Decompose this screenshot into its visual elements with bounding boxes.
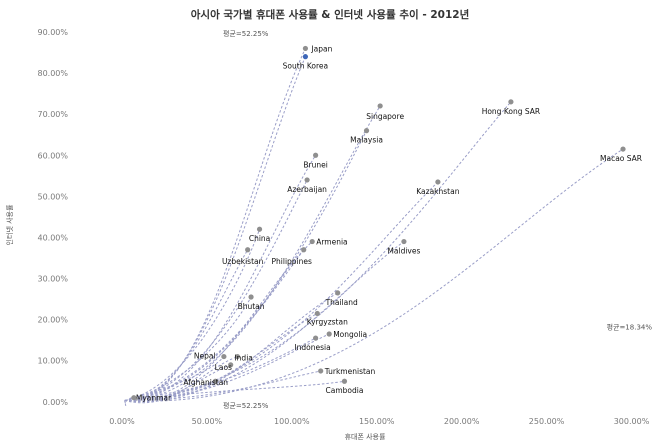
point-label: Japan — [310, 44, 332, 53]
plot-area: 0.00% 10.00% 20.00% 30.00% 40.00% 50.00% 60.00… — [37, 28, 652, 426]
data-point — [304, 177, 310, 183]
y-axis-label: 인터넷 사용률 — [5, 204, 14, 245]
y-average-label: 평균=18.34% — [607, 322, 653, 331]
trail-line — [124, 356, 225, 402]
trail-line — [124, 130, 368, 402]
point-label: Azerbaijan — [287, 185, 327, 194]
x-tick-label: 50.00% — [192, 417, 223, 426]
x-tick-label: 250.00% — [529, 417, 565, 426]
data-point — [326, 331, 332, 337]
point-label: Brunei — [303, 160, 327, 169]
x-average-label-top: 평균=52.25% — [223, 29, 269, 38]
data-point — [401, 238, 407, 245]
point-label: Uzbekistan — [222, 257, 264, 266]
data-point — [234, 353, 241, 360]
data-point — [302, 54, 309, 60]
trail-line — [124, 101, 512, 402]
y-tick-label: 90.00% — [37, 28, 68, 37]
y-tick-label: 70.00% — [37, 110, 68, 119]
data-point — [313, 152, 319, 158]
data-point — [228, 362, 234, 368]
trail-line — [124, 364, 231, 402]
data-point — [131, 395, 137, 401]
trail-line — [124, 249, 305, 402]
point-label: Kyrgyzstan — [307, 317, 348, 326]
trail-line — [124, 56, 306, 402]
point-label: India — [234, 354, 252, 363]
chart-title: 아시아 국가별 휴대폰 사용률 & 인터넷 사용률 추이 - 2012년 — [191, 8, 470, 21]
data-point — [341, 378, 348, 384]
point-label: Philippines — [272, 257, 313, 266]
data-point — [435, 179, 441, 185]
x-tick-label: 150.00% — [359, 417, 395, 426]
point-label: Maldives — [387, 247, 420, 256]
trail-line — [124, 249, 249, 402]
data-point — [221, 353, 227, 360]
point-label: Indonesia — [294, 343, 330, 352]
y-tick-label: 30.00% — [37, 275, 68, 284]
trail-line — [124, 370, 321, 402]
point-label: Turkmenistan — [324, 367, 376, 376]
x-axis-label: 휴대폰 사용률 — [345, 432, 386, 441]
data-point — [314, 310, 320, 317]
trail-line — [124, 292, 338, 403]
trail-line — [124, 241, 405, 402]
data-point — [363, 128, 370, 134]
trail-line — [124, 356, 238, 404]
point-label: Kazakhstan — [416, 187, 459, 196]
data-point — [245, 247, 251, 253]
data-point — [256, 226, 263, 232]
point-label: Macao SAR — [600, 154, 642, 163]
data-point — [301, 247, 307, 253]
data-point — [248, 294, 254, 300]
point-label: Hong Kong SAR — [482, 107, 540, 116]
trail-line — [124, 181, 439, 402]
point-label: Nepal — [194, 352, 216, 361]
data-point — [335, 290, 341, 296]
trail-line — [124, 148, 624, 402]
y-tick-label: 10.00% — [37, 357, 68, 366]
point-label: Malaysia — [350, 136, 383, 145]
trail-line — [124, 333, 330, 402]
trail-line — [124, 313, 318, 402]
point-label: China — [249, 234, 270, 243]
x-tick-label: 200.00% — [444, 417, 480, 426]
point-label: Singapore — [366, 112, 404, 121]
y-tick-label: 50.00% — [37, 192, 68, 201]
data-point — [313, 335, 319, 341]
data-point — [302, 45, 309, 52]
trail-line — [124, 105, 381, 402]
data-point — [318, 368, 324, 374]
point-label: Bhutan — [238, 302, 265, 311]
trail-line — [124, 380, 216, 402]
x-tick-label: 300.00% — [614, 417, 650, 426]
data-point — [212, 378, 218, 384]
data-point — [377, 103, 383, 109]
point-label: Laos — [215, 363, 232, 372]
data-point — [309, 238, 315, 245]
point-label: Cambodia — [326, 386, 364, 395]
point-label: Mongolia — [333, 330, 367, 339]
point-label: South Korea — [283, 62, 328, 71]
point-label: Afghanistan — [183, 378, 228, 387]
trail-line — [124, 154, 317, 402]
point-label: Myanmar — [136, 394, 172, 403]
trail-line — [124, 241, 313, 402]
x-tick-label: 0.00% — [109, 417, 135, 426]
data-point — [508, 99, 514, 105]
point-label: Thailand — [325, 298, 358, 307]
trail-line — [124, 380, 345, 402]
x-tick-label: 100.00% — [274, 417, 310, 426]
point-label: Armenia — [316, 238, 347, 247]
y-tick-label: 60.00% — [37, 151, 68, 160]
y-tick-label: 0.00% — [43, 398, 69, 407]
trail-line — [124, 397, 134, 406]
data-point — [620, 146, 626, 152]
y-tick-label: 40.00% — [37, 233, 68, 242]
y-tick-label: 20.00% — [37, 316, 68, 325]
y-tick-label: 80.00% — [37, 69, 68, 78]
x-average-label-bottom: 평균=52.25% — [223, 401, 269, 410]
trail-line — [124, 229, 261, 402]
